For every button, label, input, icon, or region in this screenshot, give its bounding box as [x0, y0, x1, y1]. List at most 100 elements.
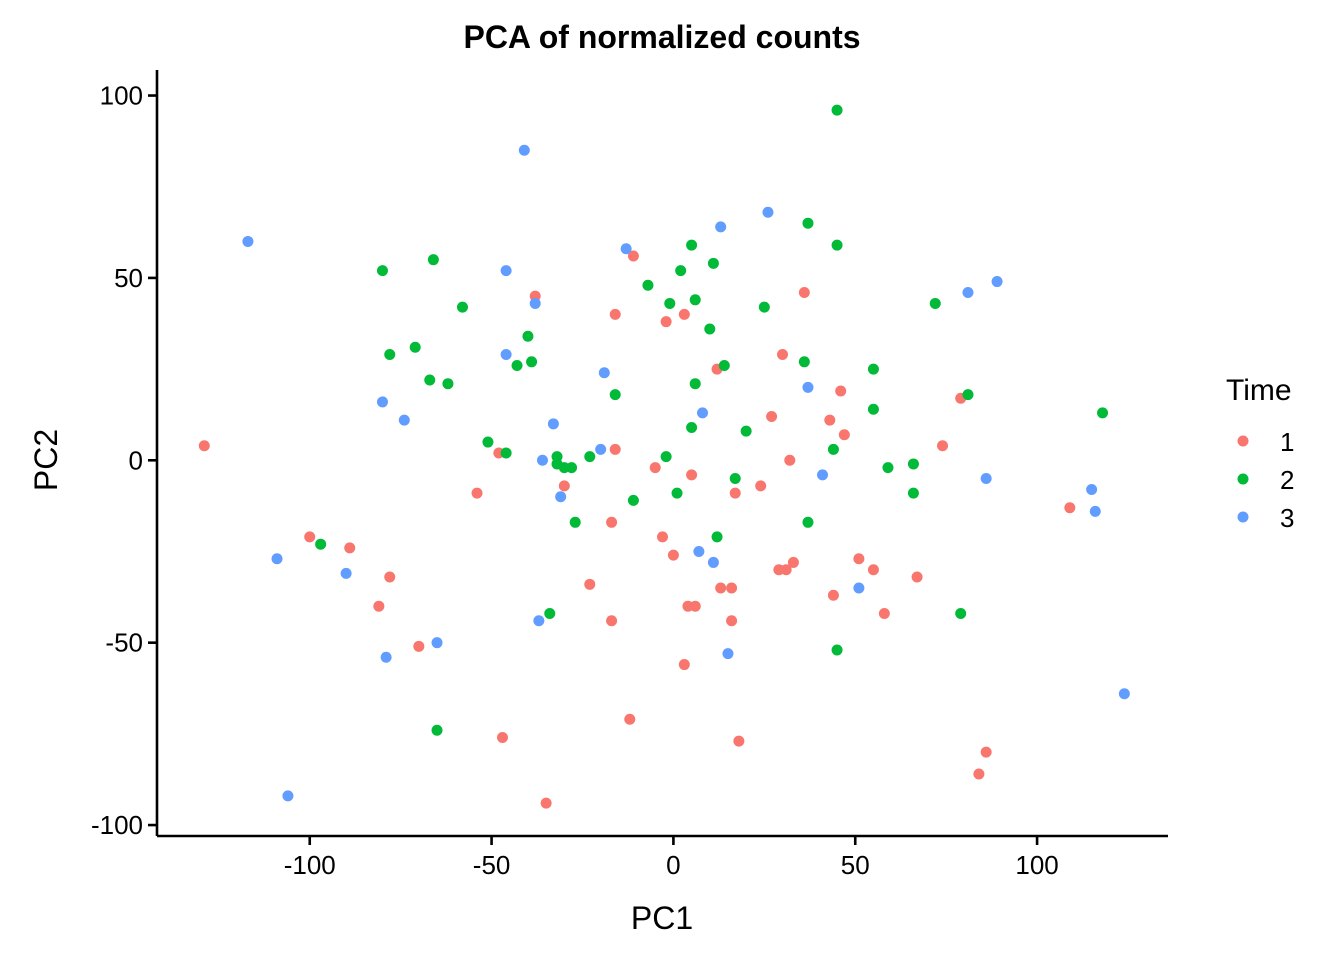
data-point-time-3	[762, 206, 774, 218]
x-tick-label: 50	[841, 850, 870, 880]
data-point-time-1	[733, 735, 745, 747]
data-point-time-2	[424, 374, 436, 386]
data-point-time-1	[540, 797, 552, 809]
data-point-time-1	[686, 469, 698, 481]
data-point-time-2	[962, 389, 974, 401]
data-point-time-2	[522, 330, 534, 342]
data-point-time-2	[427, 254, 439, 266]
data-point-time-1	[835, 385, 847, 397]
data-point-time-2	[442, 378, 454, 390]
data-point-time-2	[831, 104, 843, 116]
x-tick-label: 0	[666, 850, 680, 880]
data-point-time-2	[526, 356, 538, 368]
legend-label-3: 3	[1280, 503, 1294, 533]
data-point-time-1	[784, 454, 796, 466]
data-point-time-2	[609, 389, 621, 401]
data-point-time-2	[907, 458, 919, 470]
data-point-time-2	[686, 421, 698, 433]
data-point-time-3	[620, 243, 632, 255]
data-point-time-2	[584, 451, 596, 463]
data-point-time-1	[973, 768, 985, 780]
data-point-time-2	[707, 257, 719, 269]
legend-key-1	[1237, 435, 1249, 447]
chart-title: PCA of normalized counts	[463, 19, 860, 55]
data-point-time-1	[798, 287, 810, 299]
data-point-time-2	[482, 436, 494, 448]
data-point-time-2	[409, 341, 421, 353]
data-point-time-3	[697, 407, 709, 419]
data-point-time-1	[471, 487, 483, 499]
data-point-time-3	[693, 545, 705, 557]
data-point-time-1	[198, 440, 210, 452]
y-tick-label: -50	[105, 628, 143, 658]
data-point-time-3	[722, 648, 734, 660]
data-point-time-2	[802, 516, 814, 528]
data-point-time-1	[678, 659, 690, 671]
x-axis-label: PC1	[631, 900, 693, 936]
data-point-time-3	[802, 381, 814, 393]
y-tick-label: 0	[129, 445, 143, 475]
data-point-time-2	[740, 425, 752, 437]
data-point-time-2	[671, 487, 683, 499]
data-point-time-2	[831, 644, 843, 656]
data-point-time-1	[689, 600, 701, 612]
y-tick-label: 100	[100, 81, 143, 111]
data-point-time-3	[980, 473, 992, 485]
data-point-time-2	[500, 447, 512, 459]
data-point-time-2	[376, 265, 388, 277]
data-point-time-1	[667, 549, 679, 561]
data-point-time-1	[384, 571, 396, 583]
legend-label-1: 1	[1280, 427, 1294, 457]
data-point-time-1	[729, 487, 741, 499]
data-point-time-2	[798, 356, 810, 368]
data-point-time-1	[627, 250, 639, 262]
data-point-time-2	[929, 297, 941, 309]
data-point-time-2	[566, 462, 578, 474]
data-point-time-1	[777, 349, 789, 361]
data-point-time-1	[726, 582, 738, 594]
data-point-time-1	[726, 615, 738, 627]
data-point-time-2	[315, 538, 327, 550]
data-point-time-2	[689, 294, 701, 306]
data-point-time-1	[657, 531, 668, 543]
legend-key-3	[1237, 511, 1249, 523]
data-point-time-3	[1086, 483, 1098, 495]
data-point-time-1	[609, 308, 621, 320]
data-point-time-1	[867, 564, 879, 576]
data-point-time-1	[780, 564, 792, 576]
data-point-time-1	[660, 316, 672, 328]
data-point-time-2	[802, 217, 814, 229]
data-point-time-2	[689, 378, 701, 390]
data-point-time-3	[242, 235, 254, 247]
data-point-time-1	[413, 640, 425, 652]
data-point-time-1	[584, 578, 596, 590]
data-point-time-3	[282, 790, 294, 802]
data-point-time-2	[711, 531, 723, 543]
data-point-time-1	[496, 732, 508, 744]
data-point-time-1	[853, 553, 865, 565]
data-point-time-3	[1118, 688, 1130, 700]
data-point-time-2	[686, 239, 698, 251]
data-point-time-2	[758, 301, 770, 313]
data-point-time-1	[766, 411, 778, 423]
data-point-time-1	[787, 556, 799, 568]
legend: Time 1 2 3	[1226, 374, 1294, 533]
data-point-time-2	[431, 724, 443, 736]
data-point-time-3	[529, 297, 541, 309]
data-point-time-1	[344, 542, 356, 554]
data-point-time-2	[544, 607, 556, 619]
y-axis-ticks: -100 -50 0 50 100	[91, 81, 157, 840]
legend-label-2: 2	[1280, 465, 1294, 495]
legend-key-2	[1237, 473, 1249, 485]
data-point-time-1	[678, 308, 690, 320]
y-tick-label: 50	[114, 263, 143, 293]
data-point-time-2	[660, 451, 672, 463]
data-point-time-2	[729, 473, 741, 485]
data-point-time-1	[980, 746, 992, 758]
data-point-time-3	[533, 615, 545, 627]
data-point-time-3	[555, 491, 567, 503]
data-point-time-3	[962, 287, 974, 299]
data-point-time-3	[536, 454, 548, 466]
legend-title: Time	[1226, 374, 1292, 407]
